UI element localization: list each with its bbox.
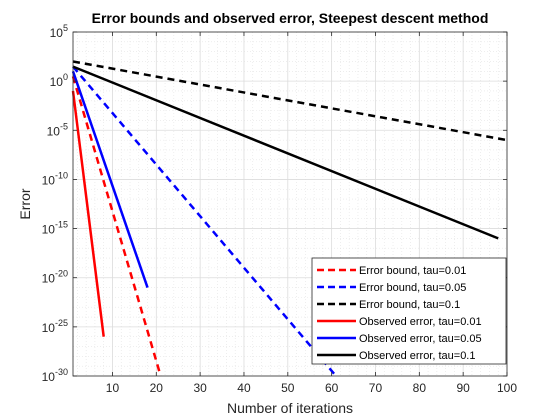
series-layer <box>71 60 508 377</box>
x-tick-label: 10 <box>106 381 120 395</box>
x-tick-label: 50 <box>281 381 295 395</box>
chart-title: Error bounds and observed error, Steepes… <box>92 10 489 26</box>
y-tick-label: 10-15 <box>42 220 68 237</box>
y-tick-label: 10-5 <box>47 121 68 138</box>
y-tick-labels: 105 100 10-5 10-10 10-15 10-20 10-25 10-30 <box>42 23 68 384</box>
series-line-1 <box>71 76 162 377</box>
minor-grid <box>73 32 507 376</box>
legend-box <box>311 257 507 365</box>
legend-label: Error bound, tau=0.01 <box>359 265 466 277</box>
x-tick-label: 60 <box>325 381 339 395</box>
series-line-3 <box>72 60 508 142</box>
series-line-5 <box>71 70 149 288</box>
series-line-2 <box>72 65 337 377</box>
x-tick-label: 80 <box>413 381 427 395</box>
y-tick-label: 105 <box>50 23 68 40</box>
y-tick-label: 10-25 <box>42 318 68 335</box>
y-tick-label: 10-10 <box>42 170 68 187</box>
legend-label: Observed error, tau=0.01 <box>359 316 482 328</box>
x-tick-labels: 10 20 30 40 50 60 70 80 90 100 <box>106 381 518 395</box>
x-tick-label: 40 <box>237 381 251 395</box>
legend: Error bound, tau=0.01 Error bound, tau=0.… <box>311 257 507 365</box>
x-tick-label: 70 <box>369 381 383 395</box>
y-tick-label: 100 <box>50 72 68 89</box>
axes-box <box>72 31 508 377</box>
legend-label: Error bound, tau=0.1 <box>359 299 460 311</box>
x-tick-label: 20 <box>150 381 164 395</box>
series-line-6 <box>72 65 499 240</box>
x-tick-label: 100 <box>497 381 517 395</box>
y-tick-label: 10-20 <box>42 269 68 286</box>
legend-label: Observed error, tau=0.05 <box>359 333 482 345</box>
x-tick-label: 90 <box>456 381 470 395</box>
y-tick-label: 10-30 <box>42 367 68 384</box>
x-axis-label: Number of iterations <box>227 400 353 416</box>
legend-label: Error bound, tau=0.05 <box>359 282 466 294</box>
x-tick-label: 30 <box>193 381 207 395</box>
y-axis-label: Error <box>17 188 33 219</box>
legend-label: Observed error, tau=0.1 <box>359 350 475 362</box>
series-line-4 <box>71 90 105 337</box>
